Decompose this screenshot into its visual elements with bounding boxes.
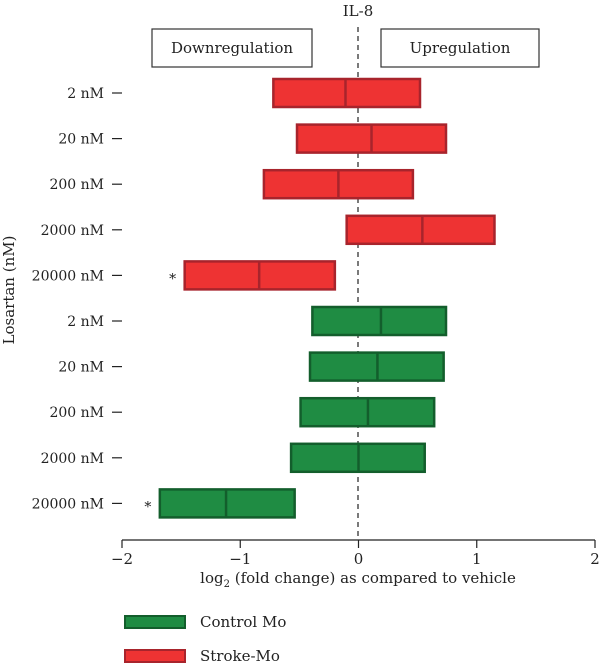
il8-chart: IL-8 Downregulation Upregulation ** 2 nM… [0,2,600,590]
x-tick-label: 2 [590,550,600,568]
y-tick-label: 20000 nM [32,268,104,284]
x-tick-label: −2 [111,550,133,568]
y-tick-label: 200 nM [49,405,104,421]
y-tick-label: 20000 nM [32,496,104,512]
y-tick-label: 20 nM [58,360,104,376]
legend-label-stroke: Stroke-Mo [200,647,280,665]
downregulation-label: Downregulation [171,39,293,57]
chart-title: IL-8 [343,2,374,20]
downregulation-box [151,28,313,68]
y-axis-label: Losartan (nM) [0,236,18,345]
y-tick-label: 2 nM [67,86,104,102]
x-tick-label: 1 [472,550,482,568]
significance-marker: * [144,499,151,515]
y-tick-label: 2 nM [67,314,104,330]
legend-label-control: Control Mo [200,613,287,631]
bars-group: ** [144,77,496,519]
upregulation-label: Upregulation [410,39,511,57]
y-tick-label: 200 nM [49,177,104,193]
legend-swatch-control [124,615,186,629]
upregulation-box [380,28,540,68]
legend-swatch-stroke [124,649,186,663]
x-tick-label: 0 [354,550,364,568]
legend-control: Control Mo [124,613,286,631]
x-axis-label-subscript: 2 [224,579,230,590]
y-tick-label: 2000 nM [41,223,104,239]
x-axis-label-log: log [200,569,224,587]
legend-stroke: Stroke-Mo [124,647,280,665]
significance-marker: * [169,271,176,287]
x-axis-label-rest: (fold change) as compared to vehicle [230,569,516,587]
bar [345,214,496,246]
y-tick-label: 20 nM [58,132,104,148]
bar [311,305,448,337]
y-tick-labels: 2 nM 20 nM 200 nM 2000 nM 20000 nM 2 nM 20 nM 2… [32,86,122,512]
x-tick-label: −1 [229,550,251,568]
x-axis-label: log2 (fold change) as compared to vehicl… [200,569,516,590]
x-axis: −2 −1 0 1 2 [111,539,600,568]
y-tick-label: 2000 nM [41,451,104,467]
